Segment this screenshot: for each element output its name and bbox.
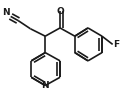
Text: O: O [56, 7, 64, 16]
Text: N: N [2, 8, 10, 17]
Text: F: F [113, 40, 119, 49]
Text: N: N [41, 81, 49, 90]
